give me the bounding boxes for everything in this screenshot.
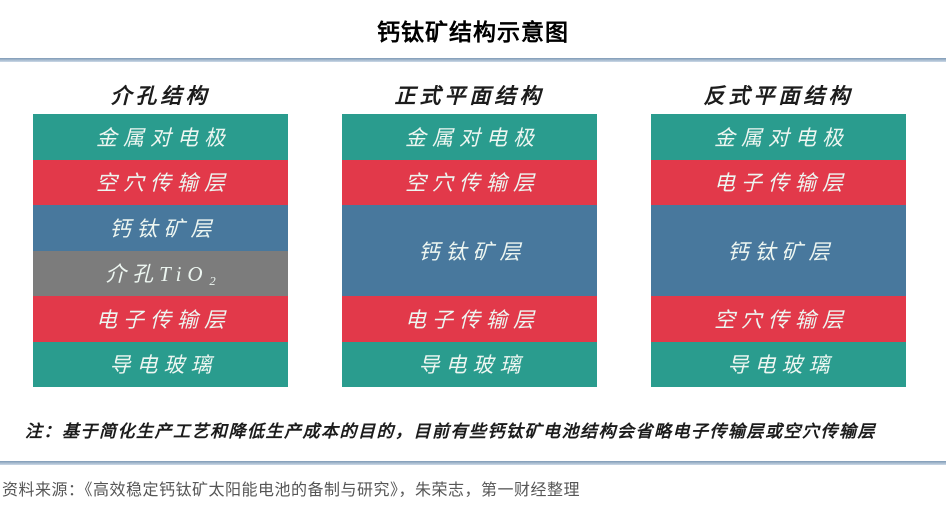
layer-label: 电子传输层 (405, 307, 540, 332)
layer-label: 电子传输层 (96, 307, 231, 332)
layer-label: 金属对电极 (405, 125, 540, 150)
column-header: 介孔结构 (110, 84, 211, 108)
layer-label: 电子传输层 (714, 171, 849, 196)
layer-block: 电子传输层 (342, 296, 597, 342)
layer-label: 空穴传输层 (405, 171, 540, 196)
layer-label: 钙钛矿层 (109, 216, 218, 241)
layer-block: 空穴传输层 (342, 159, 597, 205)
layer-block: 导电玻璃 (651, 341, 906, 387)
layer-block: 导电玻璃 (342, 341, 597, 387)
title-divider-line (0, 58, 946, 62)
layer-stack: 金属对电极空穴传输层钙钛矿层介孔TiO₂ 电子传输层导电玻璃 (33, 114, 288, 387)
column-header: 反式平面结构 (703, 84, 854, 108)
layer-label: 介孔TiO₂ (105, 262, 222, 287)
layer-block: 金属对电极 (651, 114, 906, 160)
layer-block: 金属对电极 (33, 114, 288, 160)
structure-column: 反式平面结构 金属对电极电子传输层钙钛矿层空穴传输层导电玻璃 (651, 80, 906, 387)
layer-label: 金属对电极 (96, 125, 231, 150)
layer-label: 导电玻璃 (109, 353, 218, 378)
layer-label: 空穴传输层 (714, 307, 849, 332)
structure-column: 介孔结构金属对电极空穴传输层钙钛矿层介孔TiO₂ 电子传输层导电玻璃 (33, 80, 288, 387)
layer-block: 电子传输层 (33, 296, 288, 342)
layer-label: 空穴传输层 (96, 171, 231, 196)
layer-block: 介孔TiO₂ (33, 250, 288, 296)
layer-block: 导电玻璃 (33, 341, 288, 387)
layer-label: 导电玻璃 (418, 353, 527, 378)
layer-block: 钙钛矿层 (651, 205, 906, 296)
layer-block: 钙钛矿层 (33, 205, 288, 251)
layer-label: 导电玻璃 (727, 353, 836, 378)
column-header: 正式平面结构 (394, 84, 545, 108)
page-title: 钙钛矿结构示意图 (377, 19, 569, 45)
layer-stack: 金属对电极空穴传输层钙钛矿层电子传输层导电玻璃 (342, 114, 597, 387)
layer-label: 钙钛矿层 (418, 239, 527, 264)
layer-block: 空穴传输层 (33, 159, 288, 205)
footer-divider-line (0, 461, 946, 465)
structure-columns: 介孔结构 金属对电极 空穴传输层 钙钛矿层 介孔TiO₂ 电子传输层 导电玻璃 正式平面结构金… (0, 80, 946, 387)
source-attribution: 资料来源：《高效稳定钙钛矿太阳能电池的备制与研究》，朱荣志，第一财经整理 (2, 482, 581, 499)
layer-block: 金属对电极 (342, 114, 597, 160)
layer-label: 钙钛矿层 (727, 239, 836, 264)
layer-block: 电子传输层 (651, 159, 906, 205)
layer-label: 金属对电极 (714, 125, 849, 150)
layer-stack: 金属对电极电子传输层钙钛矿层空穴传输层导电玻璃 (651, 114, 906, 387)
layer-block: 钙钛矿层 (342, 205, 597, 296)
layer-block: 空穴传输层 (651, 296, 906, 342)
footnote-text: 注：基于简化生产工艺和降低生产成本的目的，目前有些钙钛矿电池结构会省略电子传输层… (25, 422, 876, 441)
structure-column: 正式平面结构 金属对电极空穴传输层钙钛矿层电子传输层导电玻璃 (342, 80, 597, 387)
